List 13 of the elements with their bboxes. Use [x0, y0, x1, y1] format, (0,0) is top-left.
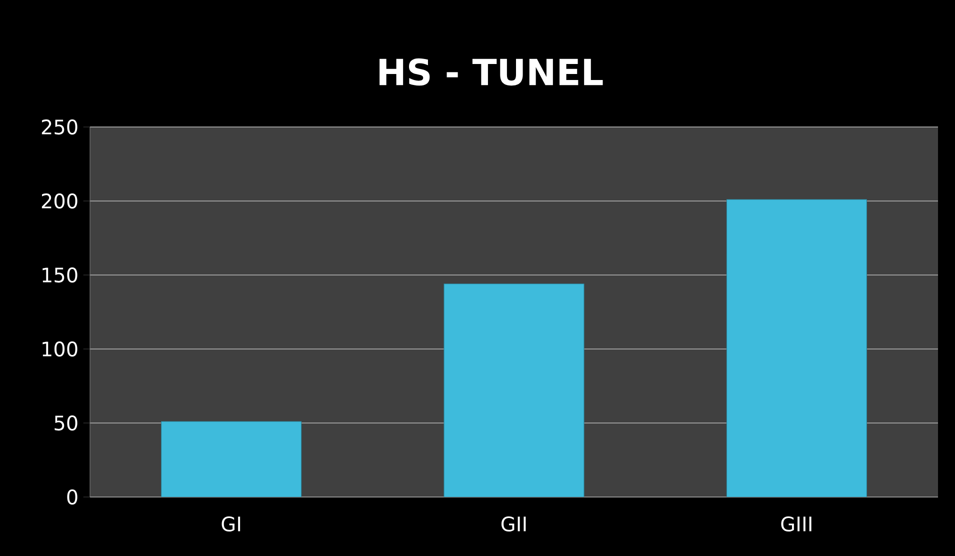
y-tick-label: 100	[42, 341, 78, 357]
bar	[444, 284, 584, 497]
chart-title: HS - TUNEL	[380, 58, 603, 86]
y-tick-label: 0	[67, 489, 78, 505]
bar	[161, 421, 302, 497]
x-tick-label: GIII	[781, 516, 812, 532]
y-tick-label: 250	[42, 119, 78, 135]
x-tick-label: GI	[222, 516, 240, 532]
y-tick-label: 200	[42, 193, 78, 209]
bar	[726, 199, 867, 497]
x-tick-label: GII	[501, 516, 526, 532]
y-tick-label: 50	[54, 415, 78, 431]
y-tick-label: 150	[42, 267, 78, 283]
